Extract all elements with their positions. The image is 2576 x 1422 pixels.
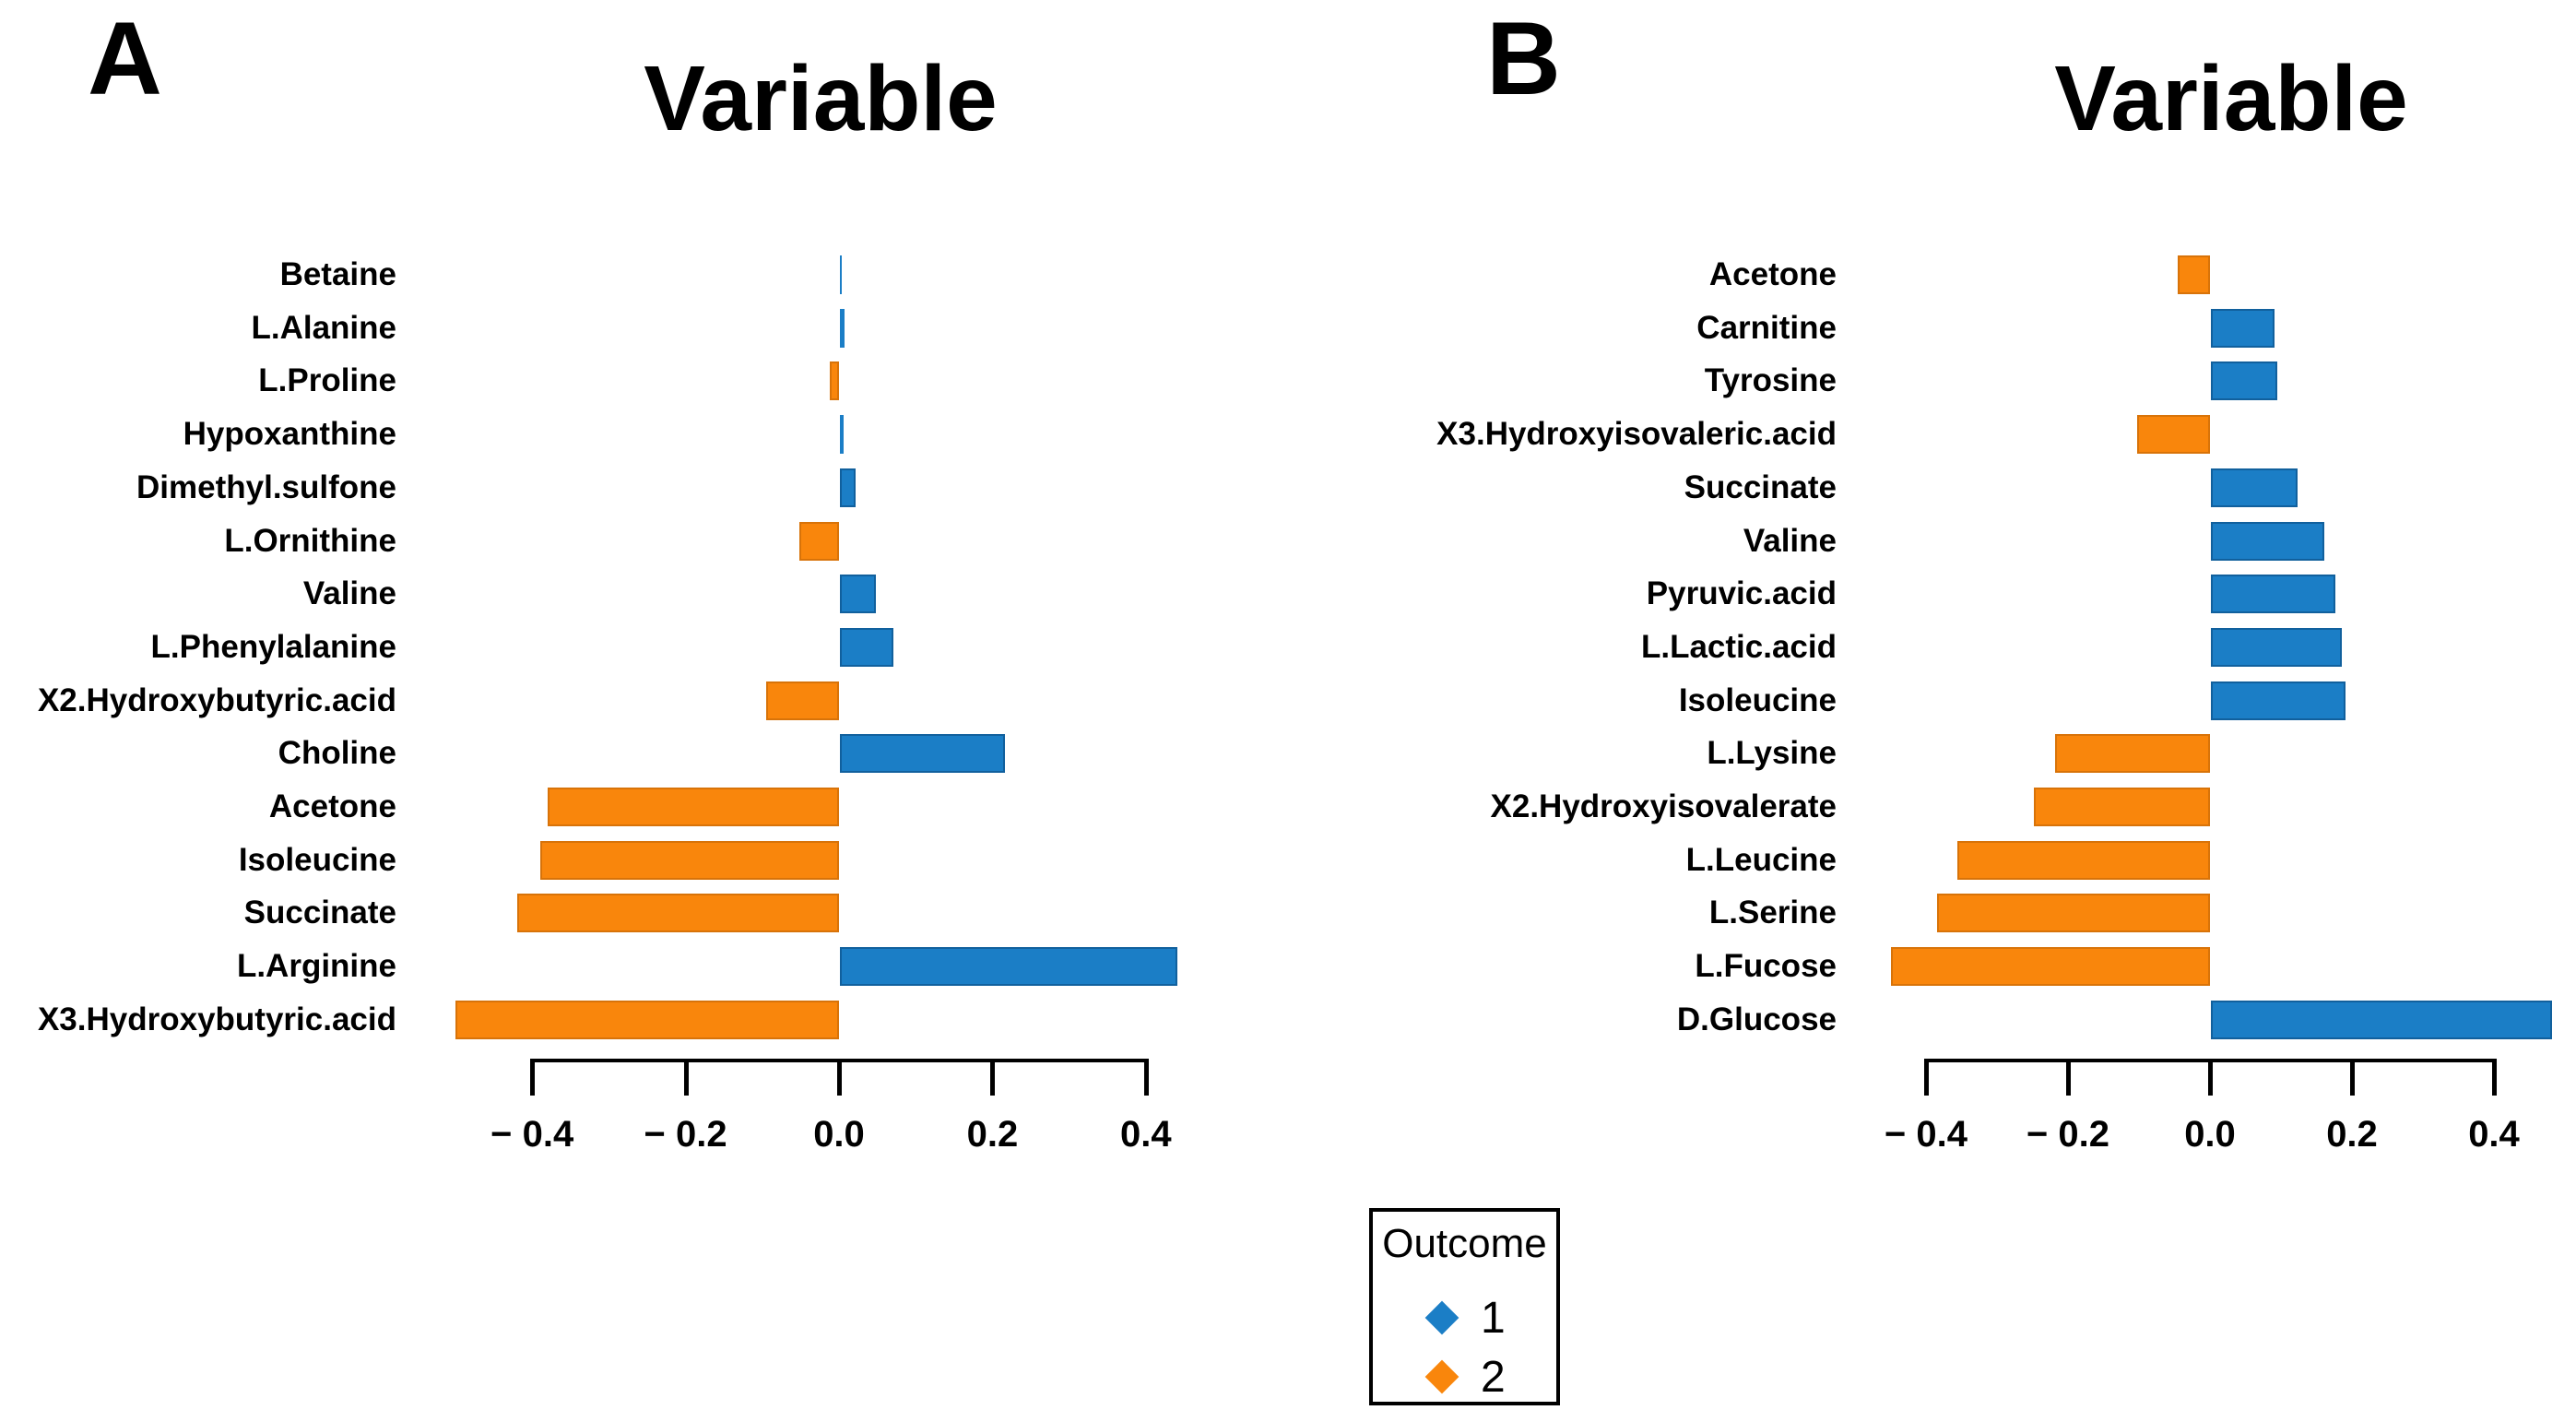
category-label: Valine bbox=[302, 575, 396, 612]
bar-outcome1 bbox=[840, 468, 856, 507]
category-label: L.Proline bbox=[258, 362, 396, 399]
category-label: X3.Hydroxyisovaleric.acid bbox=[1436, 416, 1837, 453]
bar-outcome2 bbox=[547, 788, 839, 826]
category-label: L.Fucose bbox=[1695, 948, 1837, 985]
x-axis-tick bbox=[2066, 1059, 2071, 1096]
category-label: X2.Hydroxybutyric.acid bbox=[37, 681, 396, 718]
x-axis-tick-label: − 0.2 bbox=[644, 1114, 727, 1155]
bar-outcome1 bbox=[840, 308, 845, 348]
bar-outcome1 bbox=[2211, 308, 2275, 348]
category-label: L.Arginine bbox=[236, 948, 396, 985]
diamond-icon bbox=[1424, 1300, 1459, 1335]
x-axis-tick bbox=[990, 1059, 996, 1096]
category-label: L.Ornithine bbox=[224, 522, 396, 559]
x-axis-tick-label: − 0.2 bbox=[2026, 1114, 2110, 1155]
bar-outcome1 bbox=[840, 575, 877, 614]
category-label: L.Lactic.acid bbox=[1640, 628, 1837, 665]
category-label: Hypoxanthine bbox=[183, 416, 396, 453]
x-axis-tick bbox=[530, 1059, 536, 1096]
bar-outcome2 bbox=[1956, 840, 2210, 880]
bar-outcome1 bbox=[840, 947, 1178, 987]
legend-item-label: 2 bbox=[1481, 1353, 1506, 1402]
bar-outcome1 bbox=[2211, 1000, 2552, 1039]
legend-title: Outcome bbox=[1382, 1221, 1547, 1266]
bar-outcome2 bbox=[2055, 734, 2210, 774]
category-label: Dimethyl.sulfone bbox=[136, 468, 396, 505]
category-label: L.Leucine bbox=[1685, 841, 1837, 878]
bar-outcome1 bbox=[840, 415, 845, 455]
panel-a-title: Variable bbox=[644, 47, 998, 150]
category-label: X3.Hydroxybutyric.acid bbox=[37, 1001, 396, 1037]
category-label: Choline bbox=[278, 735, 396, 772]
bar-outcome2 bbox=[1937, 894, 2210, 933]
bar-outcome1 bbox=[840, 734, 1005, 774]
panel-b-title: Variable bbox=[2054, 47, 2408, 150]
x-axis-tick-label: 0.4 bbox=[2468, 1114, 2520, 1155]
bar-outcome1 bbox=[2211, 521, 2325, 561]
category-label: Acetone bbox=[1708, 256, 1837, 292]
category-label: Isoleucine bbox=[1678, 681, 1837, 718]
legend-box: Outcome 1 2 bbox=[1369, 1208, 1560, 1405]
bar-outcome1 bbox=[2211, 468, 2298, 507]
legend-item-label: 1 bbox=[1481, 1294, 1506, 1343]
bar-outcome2 bbox=[2034, 788, 2210, 826]
x-axis-tick bbox=[2208, 1059, 2213, 1096]
x-axis-tick bbox=[683, 1059, 689, 1096]
x-axis-tick-label: − 0.4 bbox=[490, 1114, 574, 1155]
panel-a-letter: A bbox=[88, 1, 162, 116]
diamond-icon bbox=[1424, 1359, 1459, 1394]
category-label: Succinate bbox=[1684, 468, 1837, 505]
bar-outcome1 bbox=[2211, 361, 2278, 401]
bar-outcome2 bbox=[539, 840, 839, 880]
bar-outcome1 bbox=[840, 627, 894, 667]
category-label: L.Alanine bbox=[251, 309, 396, 346]
bar-outcome2 bbox=[2178, 255, 2210, 294]
category-label: D.Glucose bbox=[1676, 1001, 1837, 1037]
bar-outcome1 bbox=[2211, 681, 2346, 720]
category-label: Carnitine bbox=[1696, 309, 1837, 346]
bar-outcome2 bbox=[2137, 415, 2210, 455]
bar-outcome2 bbox=[1890, 947, 2210, 987]
x-axis-tick-label: − 0.4 bbox=[1884, 1114, 1968, 1155]
x-axis-tick-label: 0.0 bbox=[813, 1114, 865, 1155]
category-label: Valine bbox=[1743, 522, 1837, 559]
x-axis-tick-label: 0.2 bbox=[966, 1114, 1019, 1155]
bar-outcome1 bbox=[840, 255, 842, 294]
x-axis-tick bbox=[837, 1059, 842, 1096]
x-axis-tick bbox=[2492, 1059, 2497, 1096]
x-axis-tick-label: 0.4 bbox=[1119, 1114, 1172, 1155]
x-axis-tick-label: 0.0 bbox=[2184, 1114, 2236, 1155]
x-axis-tick bbox=[1924, 1059, 1929, 1096]
category-label: Pyruvic.acid bbox=[1646, 575, 1837, 612]
category-label: X2.Hydroxyisovalerate bbox=[1490, 788, 1837, 824]
category-label: Acetone bbox=[268, 788, 396, 824]
bar-outcome2 bbox=[830, 361, 839, 401]
bar-outcome2 bbox=[765, 681, 839, 720]
category-label: Betaine bbox=[279, 256, 396, 292]
category-label: L.Lysine bbox=[1707, 735, 1837, 772]
bar-outcome2 bbox=[798, 521, 839, 561]
x-axis-tick-label: 0.2 bbox=[2326, 1114, 2378, 1155]
panel-b-letter: B bbox=[1486, 1, 1561, 116]
category-label: L.Phenylalanine bbox=[150, 628, 396, 665]
x-axis-tick bbox=[2350, 1059, 2355, 1096]
bar-outcome1 bbox=[2211, 627, 2343, 667]
category-label: Succinate bbox=[243, 895, 396, 931]
bar-outcome2 bbox=[516, 894, 839, 933]
x-axis-tick bbox=[1143, 1059, 1149, 1096]
category-label: Isoleucine bbox=[238, 841, 396, 878]
bar-outcome1 bbox=[2211, 575, 2335, 614]
category-label: L.Serine bbox=[1708, 895, 1837, 931]
category-label: Tyrosine bbox=[1704, 362, 1837, 399]
bar-outcome2 bbox=[455, 1000, 839, 1039]
